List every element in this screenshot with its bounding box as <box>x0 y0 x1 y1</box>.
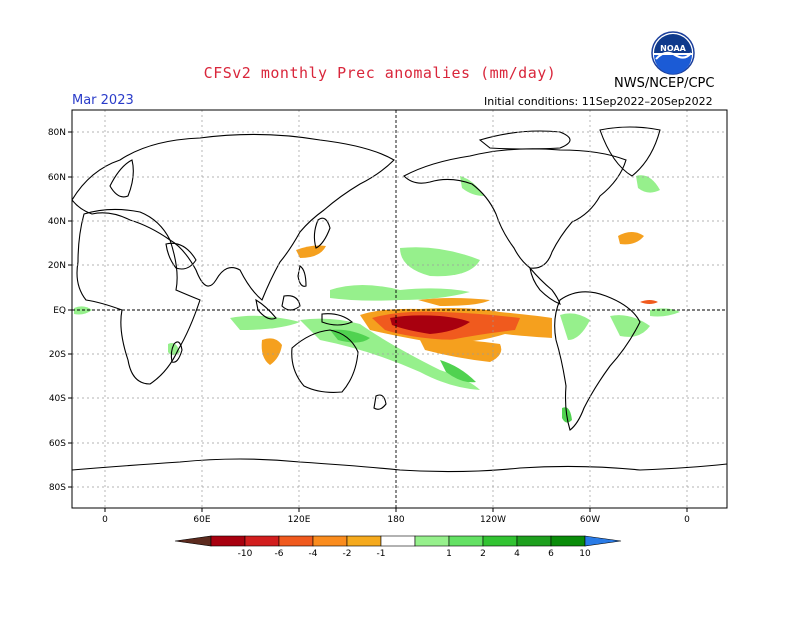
initial-conditions-label: Initial conditions: 11Sep2022–20Sep2022 <box>484 95 713 108</box>
colorbar-swatch <box>312 535 348 547</box>
wet-anomaly-north-pacific <box>400 247 480 277</box>
colorbar-label: -2 <box>343 549 352 559</box>
lon-label: 120W <box>480 515 506 525</box>
dry-anomaly-japan <box>296 245 326 258</box>
lon-label: 60W <box>580 515 600 525</box>
anomaly-shading <box>74 175 680 423</box>
coastline-philippines <box>297 265 307 287</box>
dry-anomaly-north-pacific <box>418 298 490 306</box>
colorbar-label: -10 <box>238 549 253 559</box>
reference-lines <box>72 110 727 508</box>
map-frame <box>71 109 728 509</box>
lon-label: 60E <box>193 515 210 525</box>
colorbar-swatch <box>210 535 246 547</box>
agency-label: NWS/NCEP/CPC <box>614 76 715 91</box>
lat-label: 40N <box>48 217 66 227</box>
dry-anomaly-eq-atlantic <box>640 300 658 304</box>
coastline-sumatra <box>255 298 277 320</box>
lat-label: 80N <box>48 128 66 138</box>
wet-anomaly-alaska-pacific <box>460 176 484 196</box>
colorbar: -10 -6 -4 -2 -1 1 2 4 6 10 <box>174 535 622 559</box>
axis-ticks <box>68 131 688 512</box>
dry-anomaly-strong <box>390 315 470 334</box>
wet-anomaly-africa-west <box>74 306 92 315</box>
lon-label: 0 <box>684 515 690 525</box>
colorbar-arrow-low <box>174 535 212 547</box>
colorbar-swatch <box>448 535 484 547</box>
wet-anomaly-north-atlantic <box>636 175 660 193</box>
colorbar-label: 4 <box>514 549 520 559</box>
coastline-arabia <box>165 242 197 270</box>
valid-month-label: Mar 2023 <box>72 93 134 108</box>
wet-anomaly-brazil <box>610 315 650 337</box>
colorbar-swatch <box>414 535 450 547</box>
colorbar-swatch <box>550 535 586 547</box>
colorbar-label: 6 <box>548 549 554 559</box>
chart-title: CFSv2 monthly Prec anomalies (mm/day) <box>203 64 557 82</box>
colorbar-swatch <box>244 535 280 547</box>
colorbar-label: -4 <box>309 549 318 559</box>
colorbar-swatch <box>346 535 382 547</box>
coastline-greenland <box>599 126 661 177</box>
lat-label: 60N <box>48 173 66 183</box>
lon-label: 180 <box>387 515 404 525</box>
colorbar-swatch <box>516 535 552 547</box>
noaa-logo-icon: NOAA <box>651 31 695 75</box>
colorbar-label: -1 <box>377 549 386 559</box>
lat-label: 40S <box>49 394 66 404</box>
coastline-new-zealand <box>373 394 387 410</box>
coastline-australia <box>291 329 359 393</box>
coastline-antarctica <box>72 458 727 473</box>
lat-label: 20N <box>48 261 66 271</box>
colorbar-swatch <box>380 535 416 547</box>
coastline-south-america <box>554 291 641 431</box>
logo-text: NOAA <box>660 44 686 53</box>
coastline-central-america <box>529 266 561 305</box>
coastline-new-guinea <box>321 313 354 326</box>
lat-label: EQ <box>53 306 66 316</box>
wet-anomaly-south-america <box>560 313 590 340</box>
colorbar-swatch <box>482 535 518 547</box>
dry-anomaly-south <box>420 339 502 362</box>
coastline-japan <box>313 217 331 249</box>
lat-label: 20S <box>49 350 66 360</box>
coastline-eurasia <box>72 133 395 301</box>
coastline-africa <box>76 208 201 385</box>
coastline-madagascar <box>170 341 183 363</box>
lat-label: 60S <box>49 439 66 449</box>
colorbar-arrow-high <box>584 535 622 547</box>
wet-anomaly-itcz <box>330 285 470 301</box>
coastline-north-america <box>403 148 627 269</box>
latitude-labels: 80N 60N 40N 20N EQ 20S 40S 60S 80S <box>48 128 66 493</box>
colorbar-label: 2 <box>480 549 486 559</box>
lat-label: 80S <box>49 483 66 493</box>
colorbar-label: 1 <box>446 549 452 559</box>
dry-anomaly-australia <box>261 338 282 365</box>
colorbar-label: 10 <box>579 549 591 559</box>
coastline-borneo <box>281 295 301 311</box>
colorbar-label: -6 <box>275 549 284 559</box>
graticule <box>72 110 727 508</box>
lon-label: 120E <box>288 515 311 525</box>
dry-anomaly-atlantic <box>618 232 644 245</box>
colorbar-swatch <box>278 535 314 547</box>
longitude-labels: 0 60E 120E 180 120W 60W 0 <box>102 515 690 525</box>
wet-anomaly-indian-ocean <box>230 315 300 330</box>
coastlines <box>72 126 727 473</box>
wet-anomaly-pacific-south <box>440 360 476 383</box>
lon-label: 0 <box>102 515 108 525</box>
